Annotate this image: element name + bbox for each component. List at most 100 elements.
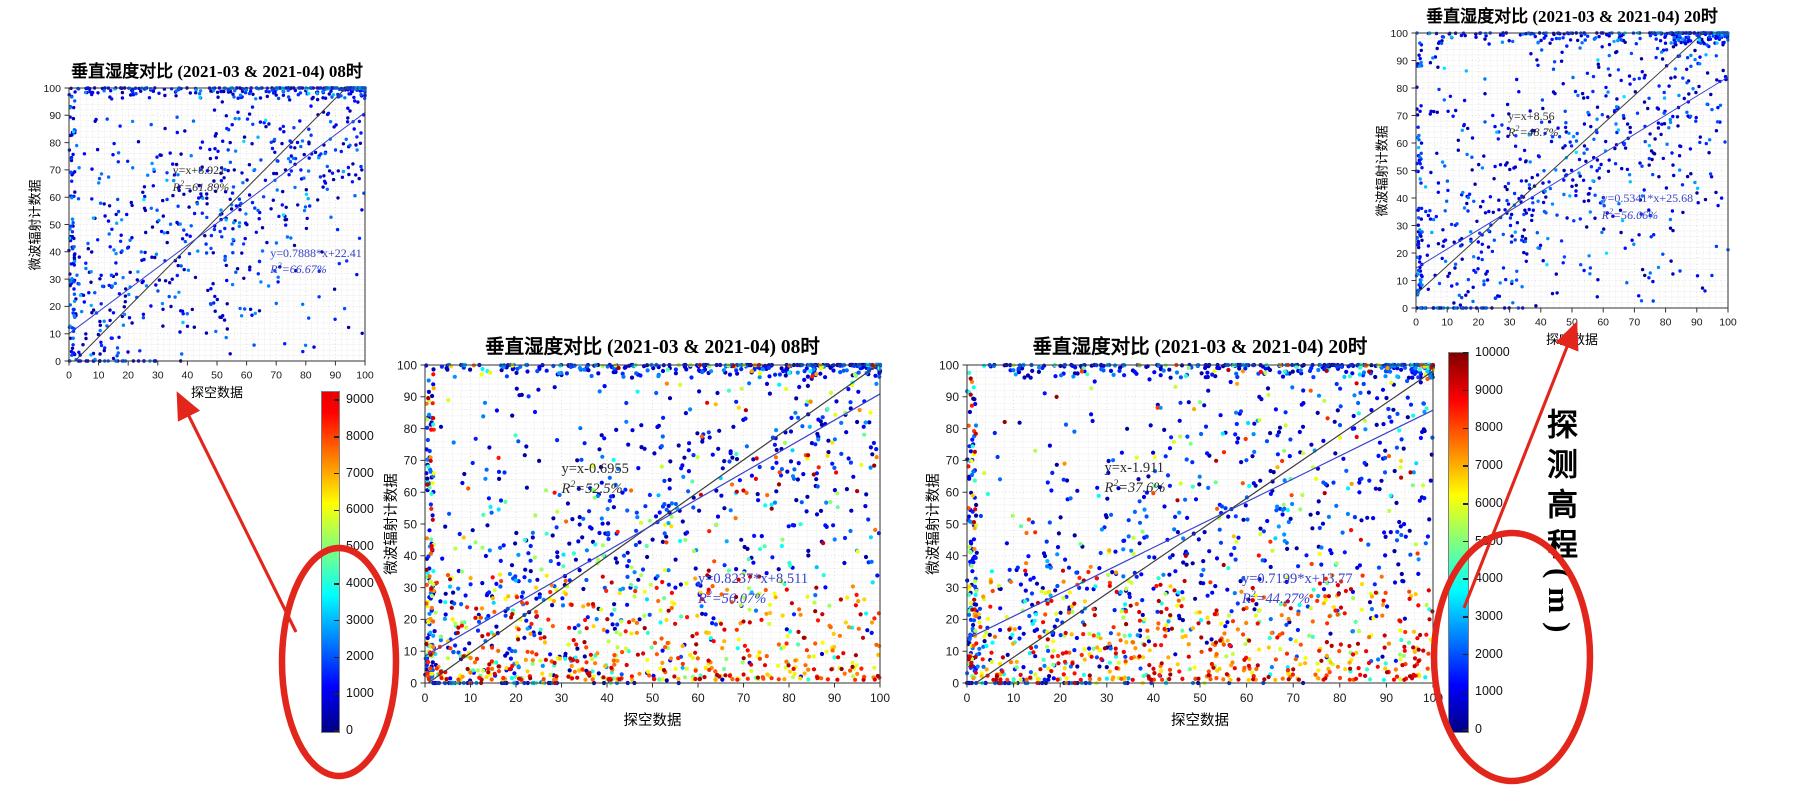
x-tick-label: 20 <box>509 691 523 705</box>
y-tick-label: 70 <box>49 165 61 177</box>
x-tick-label: 70 <box>270 370 282 382</box>
y-tick-label: 90 <box>1396 55 1408 67</box>
colorbar-tick-label: 4000 <box>346 575 374 590</box>
colorbar-tick-label: 3000 <box>1475 608 1503 623</box>
colorbar-tick-mark <box>1463 691 1468 694</box>
plot-title: 垂直湿度对比 (2021-03 & 2021-04) 20时 <box>1426 7 1718 26</box>
y-tick-label: 40 <box>49 247 61 259</box>
y-tick-label: 60 <box>404 486 418 500</box>
colorbar-tick-mark <box>1463 427 1468 430</box>
x-tick-label: 70 <box>1287 691 1301 705</box>
y-axis-label: 微波辐射计数据 <box>27 179 42 271</box>
y-tick-label: 30 <box>404 581 418 595</box>
y-tick-label: 90 <box>404 390 418 404</box>
x-tick-label: 80 <box>1333 691 1347 705</box>
x-tick-label: 10 <box>1441 317 1453 329</box>
colorbar-tick-mark <box>334 693 339 695</box>
colorbar-tick-mark <box>334 435 339 438</box>
y-tick-label: 50 <box>49 219 61 231</box>
colorbar-tick-mark <box>334 619 339 622</box>
y-axis-label: 微波辐射计数据 <box>1374 125 1389 217</box>
y-tick-label: 40 <box>404 549 418 563</box>
x-tick-label: 50 <box>646 691 660 705</box>
plot-canvas: 0 10 20 30 40 50 60 70 80 90 100 0 10 20 30 40 50 60 70 80 9… <box>43 83 373 382</box>
y-tick-label: 0 <box>1402 303 1408 315</box>
y-tick-label: 20 <box>404 613 418 627</box>
colorbar-tick-label: 4000 <box>1475 571 1503 586</box>
x-tick-label: 30 <box>555 691 569 705</box>
fit-annotation-identity: y=x-1.911 R2=37.6% <box>1104 459 1166 496</box>
y-tick-label: 70 <box>946 454 960 468</box>
fit-annotation-identity: y=x+8.921 R2=61.89% <box>172 163 230 194</box>
y-tick-label: 60 <box>1396 138 1408 150</box>
colorbar-tick-mark <box>334 656 339 659</box>
y-tick-label: 20 <box>49 301 61 313</box>
colorbar-tick-mark <box>1463 389 1468 392</box>
x-tick-label: 40 <box>1147 691 1161 705</box>
y-tick-label: 10 <box>1396 275 1408 287</box>
x-tick-label: 20 <box>122 370 134 382</box>
fit-annotation-regression: y=0.7888*x+22.41 R2=66.67% <box>270 245 362 277</box>
x-tick-label: 60 <box>1597 317 1609 329</box>
x-tick-label: 80 <box>1660 317 1672 329</box>
y-tick-label: 80 <box>404 422 418 436</box>
plot-title: 垂直湿度对比 (2021-03 & 2021-04) 08时 <box>485 337 820 358</box>
y-tick-label: 30 <box>1396 220 1408 232</box>
colorbar-tick-label: 7000 <box>1475 458 1503 473</box>
colorbar-tick-label: 10000 <box>1475 345 1510 359</box>
fit-annotation-regression: y=0.7199*x+13.77 R2=44.27% <box>1241 571 1353 607</box>
fit-annotation-regression: y=0.8237*x+8.511 R2=56.07% <box>698 571 809 607</box>
x-tick-label: 100 <box>870 691 890 705</box>
x-tick-label: 40 <box>600 691 614 705</box>
x-axis-label: 探空数据 <box>190 385 243 400</box>
colorbar-tick-label: 9000 <box>1475 382 1503 397</box>
y-tick-label: 80 <box>1396 83 1408 95</box>
x-axis-label: 探空数据 <box>623 713 682 729</box>
colorbar-tick-label: 2000 <box>346 649 374 664</box>
arrow-to-topleft-plot <box>176 391 298 633</box>
x-tick-label: 10 <box>1007 691 1021 705</box>
colorbar-tick-mark <box>334 472 339 475</box>
y-tick-label: 60 <box>946 486 960 500</box>
y-tick-label: 100 <box>1390 28 1408 40</box>
y-tick-label: 30 <box>49 274 61 286</box>
colorbar-tick-mark <box>1463 540 1468 543</box>
colorbar-tick-mark <box>1463 729 1468 731</box>
y-axis-label: 微波辐射计数据 <box>384 473 400 575</box>
colorbar-tick-label: 2000 <box>1475 646 1503 661</box>
colorbar-tick-label: 0 <box>346 723 353 737</box>
colorbar-tick-label: 1000 <box>346 686 374 701</box>
x-tick-label: 10 <box>464 691 478 705</box>
y-tick-label: 90 <box>49 110 61 122</box>
colorbar-highlight-ellipse-left <box>278 544 400 780</box>
x-tick-label: 20 <box>1054 691 1068 705</box>
y-tick-label: 50 <box>946 517 960 531</box>
colorbar-tick-mark <box>1463 465 1468 467</box>
colorbar-tick-label: 7000 <box>346 465 374 480</box>
y-tick-label: 20 <box>946 613 960 627</box>
y-tick-label: 0 <box>952 676 959 690</box>
x-tick-label: 40 <box>182 370 194 382</box>
x-tick-label: 20 <box>1473 317 1485 329</box>
colorbar-tick-label: 5000 <box>1475 533 1503 548</box>
x-tick-label: 90 <box>1691 317 1703 329</box>
x-tick-label: 30 <box>1100 691 1114 705</box>
y-tick-label: 80 <box>49 137 61 149</box>
x-tick-label: 90 <box>828 691 842 705</box>
plot-canvas: 0 10 20 30 40 50 60 70 80 90 100 0 10 20 30 40 50 60 70 80 9… <box>1390 28 1736 329</box>
y-tick-label: 50 <box>404 517 418 531</box>
colorbar-tick-mark <box>334 399 339 401</box>
plot-title: 垂直湿度对比 (2021-03 & 2021-04) 20时 <box>1032 337 1368 358</box>
y-tick-label: 70 <box>404 454 418 468</box>
x-tick-label: 100 <box>1423 691 1443 705</box>
colorbar-tick-mark <box>1463 578 1468 580</box>
colorbar-tick-label: 6000 <box>346 502 374 517</box>
x-tick-label: 60 <box>691 691 705 705</box>
colorbar-tick-label: 0 <box>1475 722 1482 736</box>
x-tick-label: 30 <box>1504 317 1516 329</box>
